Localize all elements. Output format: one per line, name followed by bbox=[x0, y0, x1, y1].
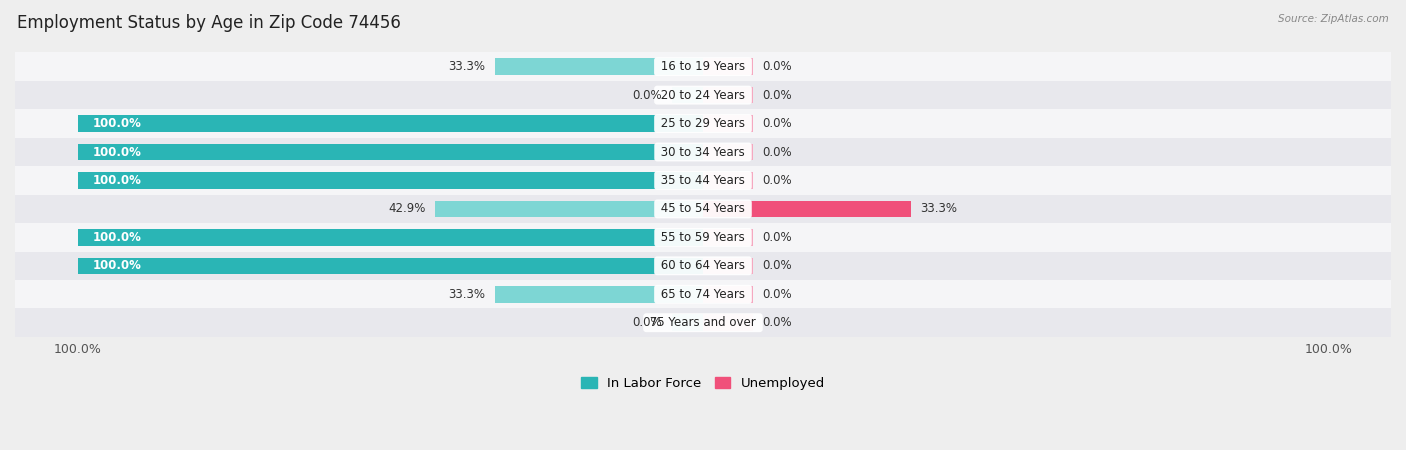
Bar bbox=[703, 286, 754, 302]
Bar bbox=[703, 229, 754, 246]
Bar bbox=[15, 252, 1391, 280]
Bar bbox=[15, 223, 1391, 252]
Bar bbox=[703, 115, 754, 132]
Bar bbox=[77, 172, 703, 189]
Text: 100.0%: 100.0% bbox=[93, 231, 142, 244]
Text: 0.0%: 0.0% bbox=[633, 316, 662, 329]
Text: 0.0%: 0.0% bbox=[762, 174, 792, 187]
Text: 0.0%: 0.0% bbox=[762, 288, 792, 301]
Legend: In Labor Force, Unemployed: In Labor Force, Unemployed bbox=[575, 371, 831, 395]
Bar bbox=[703, 58, 754, 75]
Bar bbox=[15, 109, 1391, 138]
Text: 0.0%: 0.0% bbox=[762, 89, 792, 102]
Bar bbox=[672, 87, 703, 104]
Text: Employment Status by Age in Zip Code 74456: Employment Status by Age in Zip Code 744… bbox=[17, 14, 401, 32]
Text: 0.0%: 0.0% bbox=[762, 117, 792, 130]
Bar bbox=[703, 315, 754, 331]
Bar bbox=[15, 280, 1391, 309]
Text: 0.0%: 0.0% bbox=[633, 89, 662, 102]
Text: Source: ZipAtlas.com: Source: ZipAtlas.com bbox=[1278, 14, 1389, 23]
Bar bbox=[703, 87, 754, 104]
Text: 30 to 34 Years: 30 to 34 Years bbox=[657, 145, 749, 158]
Bar bbox=[703, 172, 754, 189]
Text: 100.0%: 100.0% bbox=[93, 174, 142, 187]
Text: 100.0%: 100.0% bbox=[93, 259, 142, 272]
Text: 60 to 64 Years: 60 to 64 Years bbox=[657, 259, 749, 272]
Bar bbox=[77, 257, 703, 274]
Text: 0.0%: 0.0% bbox=[762, 259, 792, 272]
Bar bbox=[15, 195, 1391, 223]
Text: 25 to 29 Years: 25 to 29 Years bbox=[657, 117, 749, 130]
Bar bbox=[15, 309, 1391, 337]
Bar bbox=[77, 144, 703, 160]
Text: 33.3%: 33.3% bbox=[921, 202, 957, 216]
Bar bbox=[495, 286, 703, 302]
Text: 35 to 44 Years: 35 to 44 Years bbox=[657, 174, 749, 187]
Text: 55 to 59 Years: 55 to 59 Years bbox=[657, 231, 749, 244]
Bar bbox=[495, 58, 703, 75]
Text: 0.0%: 0.0% bbox=[762, 231, 792, 244]
Bar bbox=[15, 81, 1391, 109]
Bar bbox=[15, 138, 1391, 166]
Text: 45 to 54 Years: 45 to 54 Years bbox=[657, 202, 749, 216]
Text: 0.0%: 0.0% bbox=[762, 145, 792, 158]
Bar bbox=[15, 166, 1391, 195]
Text: 16 to 19 Years: 16 to 19 Years bbox=[657, 60, 749, 73]
Text: 20 to 24 Years: 20 to 24 Years bbox=[657, 89, 749, 102]
Bar bbox=[77, 115, 703, 132]
Bar bbox=[703, 144, 754, 160]
Text: 65 to 74 Years: 65 to 74 Years bbox=[657, 288, 749, 301]
Text: 42.9%: 42.9% bbox=[388, 202, 425, 216]
Bar bbox=[15, 52, 1391, 81]
Text: 0.0%: 0.0% bbox=[762, 316, 792, 329]
Text: 100.0%: 100.0% bbox=[93, 145, 142, 158]
Bar bbox=[77, 229, 703, 246]
Text: 100.0%: 100.0% bbox=[93, 117, 142, 130]
Text: 0.0%: 0.0% bbox=[762, 60, 792, 73]
Bar bbox=[703, 257, 754, 274]
Text: 33.3%: 33.3% bbox=[449, 60, 485, 73]
Text: 33.3%: 33.3% bbox=[449, 288, 485, 301]
Bar bbox=[434, 201, 703, 217]
Bar bbox=[672, 315, 703, 331]
Text: 75 Years and over: 75 Years and over bbox=[647, 316, 759, 329]
Bar bbox=[703, 201, 911, 217]
